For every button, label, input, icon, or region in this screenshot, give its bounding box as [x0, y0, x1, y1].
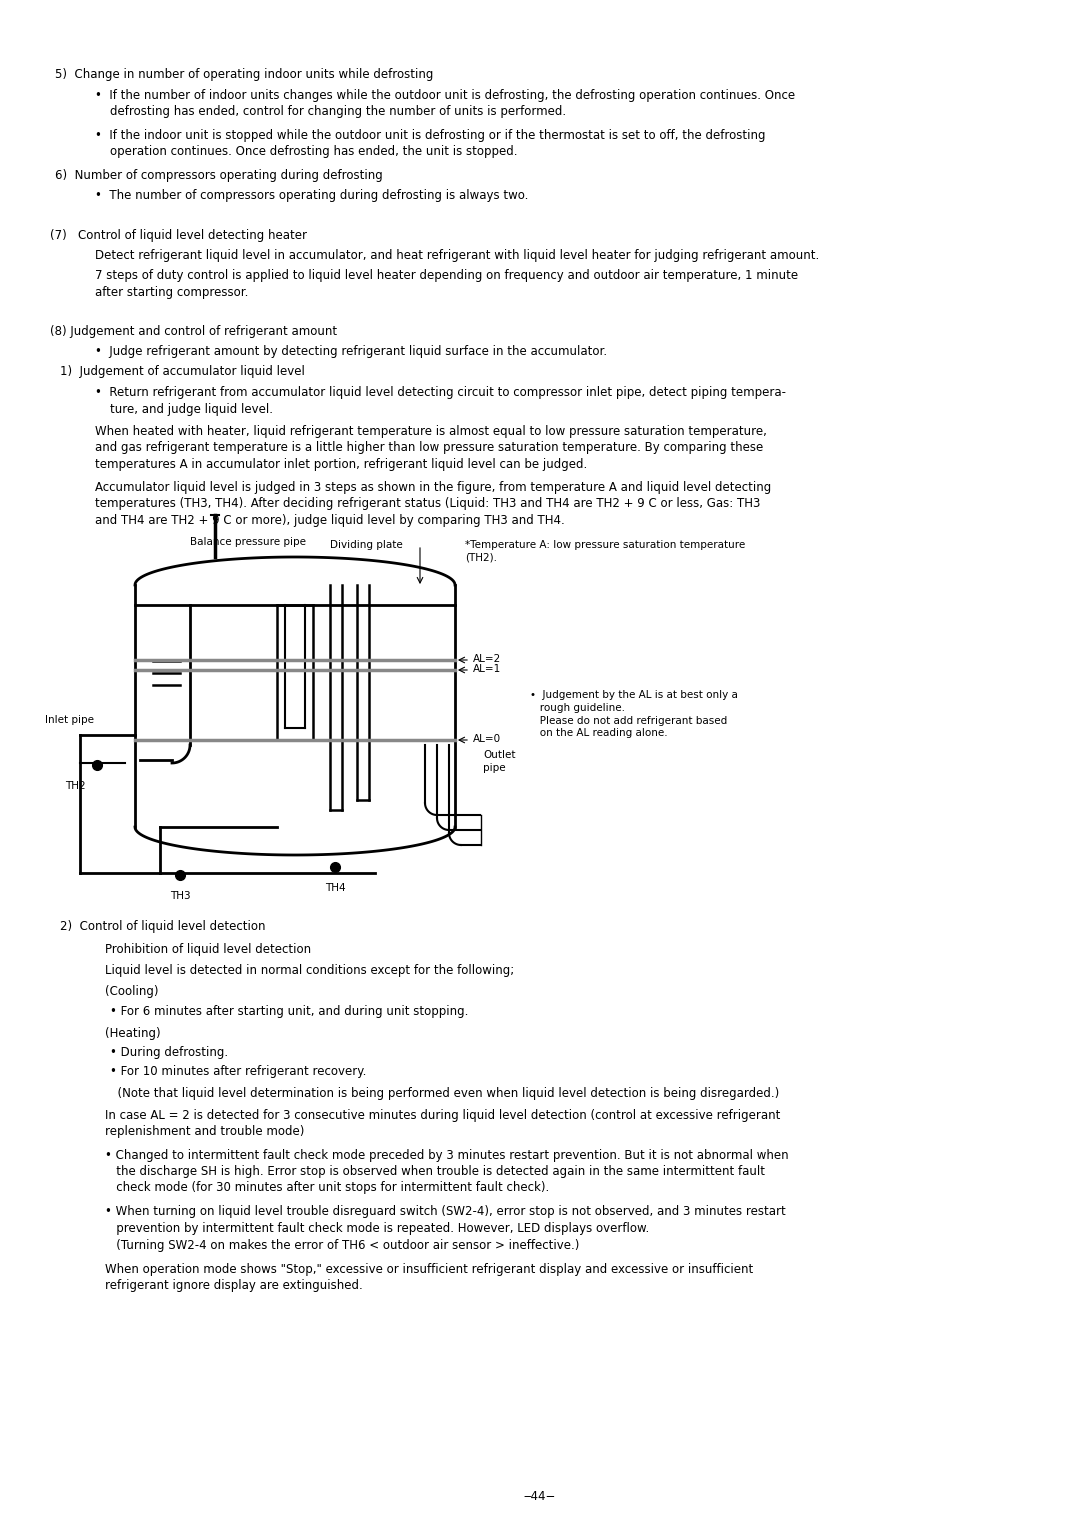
Text: When operation mode shows "Stop," excessive or insufficient refrigerant display : When operation mode shows "Stop," excess… — [105, 1262, 753, 1293]
Text: AL=2: AL=2 — [473, 654, 501, 665]
Text: 6)  Number of compressors operating during defrosting: 6) Number of compressors operating durin… — [55, 168, 382, 182]
Text: TH4: TH4 — [325, 883, 346, 892]
Text: • During defrosting.: • During defrosting. — [110, 1047, 228, 1059]
Text: Accumulator liquid level is judged in 3 steps as shown in the figure, from tempe: Accumulator liquid level is judged in 3 … — [95, 481, 771, 527]
Text: •  The number of compressors operating during defrosting is always two.: • The number of compressors operating du… — [95, 189, 528, 202]
Text: (7)   Control of liquid level detecting heater: (7) Control of liquid level detecting he… — [50, 229, 307, 241]
Text: Balance pressure pipe: Balance pressure pipe — [190, 536, 306, 547]
Text: Outlet
pipe: Outlet pipe — [483, 750, 515, 773]
Text: • When turning on liquid level trouble disreguard switch (SW2-4), error stop is : • When turning on liquid level trouble d… — [105, 1206, 786, 1251]
Text: (8) Judgement and control of refrigerant amount: (8) Judgement and control of refrigerant… — [50, 324, 337, 338]
Text: 5)  Change in number of operating indoor units while defrosting: 5) Change in number of operating indoor … — [55, 69, 433, 81]
Text: •  If the indoor unit is stopped while the outdoor unit is defrosting or if the : • If the indoor unit is stopped while th… — [95, 128, 766, 157]
Text: •  Judge refrigerant amount by detecting refrigerant liquid surface in the accum: • Judge refrigerant amount by detecting … — [95, 345, 607, 358]
Text: • For 10 minutes after refrigerant recovery.: • For 10 minutes after refrigerant recov… — [110, 1065, 366, 1079]
Text: Dividing plate: Dividing plate — [330, 539, 403, 550]
Text: Inlet pipe: Inlet pipe — [45, 715, 94, 724]
Text: •  If the number of indoor units changes while the outdoor unit is defrosting, t: • If the number of indoor units changes … — [95, 89, 795, 118]
Text: 1)  Judgement of accumulator liquid level: 1) Judgement of accumulator liquid level — [60, 365, 305, 379]
Text: • Changed to intermittent fault check mode preceded by 3 minutes restart prevent: • Changed to intermittent fault check mo… — [105, 1149, 788, 1195]
Text: (Note that liquid level determination is being performed even when liquid level : (Note that liquid level determination is… — [110, 1086, 780, 1100]
Text: Detect refrigerant liquid level in accumulator, and heat refrigerant with liquid: Detect refrigerant liquid level in accum… — [95, 249, 820, 261]
Text: (Heating): (Heating) — [105, 1027, 161, 1039]
Text: 7 steps of duty control is applied to liquid level heater depending on frequency: 7 steps of duty control is applied to li… — [95, 269, 798, 299]
Text: AL=0: AL=0 — [473, 733, 501, 744]
Text: *Temperature A: low pressure saturation temperature
(TH2).: *Temperature A: low pressure saturation … — [465, 539, 745, 562]
Text: TH2: TH2 — [65, 781, 85, 792]
Text: (Cooling): (Cooling) — [105, 986, 159, 998]
Text: When heated with heater, liquid refrigerant temperature is almost equal to low p: When heated with heater, liquid refriger… — [95, 425, 767, 471]
Text: Prohibition of liquid level detection: Prohibition of liquid level detection — [105, 943, 311, 955]
Text: •  Return refrigerant from accumulator liquid level detecting circuit to compres: • Return refrigerant from accumulator li… — [95, 387, 786, 416]
Text: AL=1: AL=1 — [473, 665, 501, 674]
Text: ‒44−: ‒44− — [524, 1490, 556, 1504]
Text: TH3: TH3 — [170, 891, 191, 902]
Text: 2)  Control of liquid level detection: 2) Control of liquid level detection — [60, 920, 266, 934]
Text: In case AL = 2 is detected for 3 consecutive minutes during liquid level detecti: In case AL = 2 is detected for 3 consecu… — [105, 1108, 781, 1138]
Text: •  Judgement by the AL is at best only a
   rough guideline.
   Please do not ad: • Judgement by the AL is at best only a … — [530, 691, 738, 738]
Text: • For 6 minutes after starting unit, and during unit stopping.: • For 6 minutes after starting unit, and… — [110, 1005, 469, 1018]
Text: Liquid level is detected in normal conditions except for the following;: Liquid level is detected in normal condi… — [105, 964, 514, 976]
